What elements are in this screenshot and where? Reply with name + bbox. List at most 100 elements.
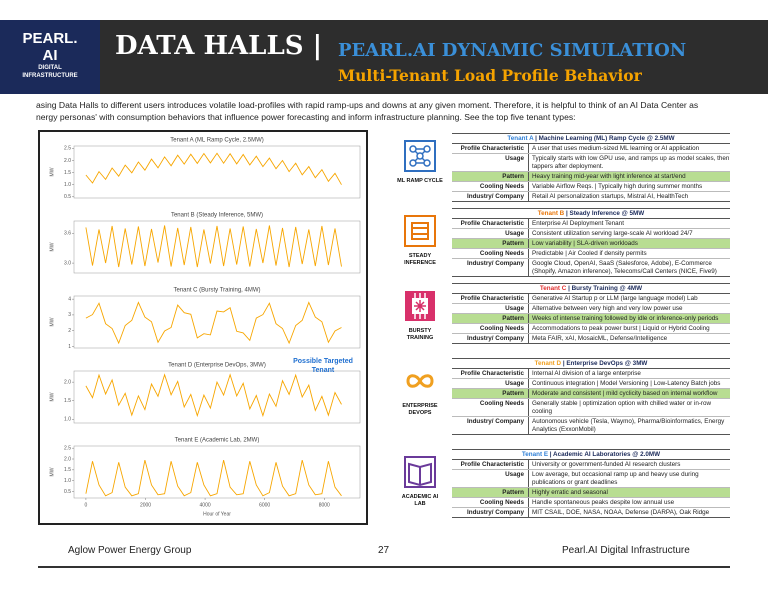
icon-graphic bbox=[405, 291, 435, 321]
tenant-title: | Enterprise DevOps @ 3MW bbox=[561, 360, 648, 367]
footer-right: Pearl.AI Digital Infrastructure bbox=[562, 545, 690, 556]
table-row: Industry/ Company Meta FAIR, xAI, MosaicM… bbox=[452, 334, 730, 343]
plot-frame bbox=[73, 445, 361, 499]
intro-line: nergy personas' with consumption behavio… bbox=[36, 112, 576, 122]
row-label: Pattern bbox=[452, 389, 529, 398]
page-title-right: PEARL.AI DYNAMIC SIMULATION bbox=[338, 40, 687, 61]
row-value: Low average, but occasional ramp up and … bbox=[532, 470, 699, 486]
row-label: Cooling Needs bbox=[452, 182, 529, 191]
x-tick-label: 2000 bbox=[140, 502, 151, 508]
y-tick-label: 3.6 bbox=[64, 231, 71, 237]
table-row: Profile Characteristic Enterprise AI Depl… bbox=[452, 219, 730, 229]
annotation: Possible Targeted Tenant bbox=[293, 358, 353, 374]
tenant-title: | Machine Learning (ML) Ramp Cycle @ 2.5… bbox=[533, 135, 675, 142]
plot-frame bbox=[73, 220, 361, 274]
table-row: Pattern Heavy training mid-year with ligh… bbox=[452, 172, 730, 182]
table-title: Tenant D | Enterprise DevOps @ 3MW bbox=[452, 359, 730, 369]
row-value: Handle spontaneous peaks despite low ann… bbox=[532, 498, 675, 506]
y-axis-label: MW bbox=[49, 242, 55, 251]
series-line bbox=[85, 152, 342, 185]
row-value: Autonomous vehicle (Tesla, Waymo), Pharm… bbox=[532, 417, 725, 433]
tenant-table: Tenant D | Enterprise DevOps @ 3MW Profil… bbox=[452, 358, 730, 435]
row-label: Industry/ Company bbox=[452, 334, 529, 343]
row-label: Industry/ Company bbox=[452, 417, 529, 434]
chart-title: Tenant E (Academic Lab, 2MW) bbox=[175, 438, 260, 444]
row-label: Pattern bbox=[452, 488, 529, 497]
x-tick-label: 8000 bbox=[319, 502, 330, 508]
table-row: Industry/ Company MIT CSAIL, DOE, NASA, N… bbox=[452, 508, 730, 517]
y-tick-label: 1.5 bbox=[64, 467, 71, 473]
row-value: University or government-funded AI resea… bbox=[532, 460, 681, 468]
table-row: Pattern Weeks of intense training followe… bbox=[452, 314, 730, 324]
table-row: Usage Low average, but occasional ramp up… bbox=[452, 470, 730, 488]
row-value: Highly erratic and seasonal bbox=[532, 488, 608, 496]
row-label: Industry/ Company bbox=[452, 508, 529, 517]
chart-title: Tenant B (Steady Inference, 5MW) bbox=[171, 213, 263, 219]
intro-line: asing Data Halls to different users intr… bbox=[36, 100, 699, 110]
table-title: Tenant E | Academic AI Laboratories @ 2.… bbox=[452, 450, 730, 460]
icon-graphic bbox=[404, 140, 436, 172]
logo-text: DIGITAL bbox=[38, 65, 62, 71]
row-value: Google Cloud, OpenAI, SaaS (Salesforce, … bbox=[532, 259, 717, 275]
table-title: Tenant A | Machine Learning (ML) Ramp Cy… bbox=[452, 134, 730, 144]
row-label: Usage bbox=[452, 379, 529, 388]
row-value: Variable Airflow Reqs. | Typically high … bbox=[532, 182, 703, 190]
row-label: Profile Characteristic bbox=[452, 294, 529, 303]
y-tick-label: 2.0 bbox=[64, 158, 71, 164]
row-label: Cooling Needs bbox=[452, 249, 529, 258]
row-label: Profile Characteristic bbox=[452, 369, 529, 378]
tenant-tag: Tenant A bbox=[507, 135, 534, 142]
table-row: Pattern Moderate and consistent | mild cy… bbox=[452, 389, 730, 399]
icon-label: ENTERPRISE DEVOPS bbox=[402, 403, 438, 416]
row-label: Cooling Needs bbox=[452, 399, 529, 416]
row-value: Enterprise AI Deployment Tenant bbox=[532, 219, 624, 227]
x-tick-label: 0 bbox=[85, 502, 88, 508]
row-label: Pattern bbox=[452, 239, 529, 248]
table-row: Cooling Needs Accommodations to peak powe… bbox=[452, 324, 730, 334]
icon-graphic bbox=[404, 215, 436, 247]
row-value: Predictable | Air Cooled if density perm… bbox=[532, 249, 647, 257]
table-row: Industry/ Company Google Cloud, OpenAI, S… bbox=[452, 259, 730, 276]
chart-title: Tenant A (ML Ramp Cycle, 2.5MW) bbox=[170, 138, 263, 144]
intro: asing Data Halls to different users intr… bbox=[36, 99, 732, 123]
row-label: Profile Characteristic bbox=[452, 460, 529, 469]
icon-graphic bbox=[404, 456, 436, 488]
icon-label: ACADEMIC AI LAB bbox=[401, 494, 439, 507]
plot-frame bbox=[73, 295, 361, 349]
y-tick-label: 4 bbox=[68, 296, 71, 302]
y-tick-label: 1.0 bbox=[64, 417, 71, 423]
tenant-table: Tenant A | Machine Learning (ML) Ramp Cy… bbox=[452, 133, 730, 202]
logo-text: INFRASTRUCTURE bbox=[22, 73, 78, 79]
tenant-icon: ML RAMP CYCLE bbox=[397, 139, 443, 185]
logo-text: PEARL. bbox=[22, 30, 78, 47]
tenant-tag: Tenant D bbox=[534, 360, 562, 367]
page-subtitle: Multi-Tenant Load Profile Behavior bbox=[338, 66, 642, 85]
y-tick-label: 1.0 bbox=[64, 478, 71, 484]
table-row: Usage Consistent utilization serving larg… bbox=[452, 229, 730, 239]
row-value: Consistent utilization serving large-sca… bbox=[532, 229, 693, 237]
tenant-title: | Steady Inference @ 5MW bbox=[564, 210, 645, 217]
row-label: Pattern bbox=[452, 314, 529, 323]
table-title: Tenant B | Steady Inference @ 5MW bbox=[452, 209, 730, 219]
logo: PEARL. AI DIGITAL INFRASTRUCTURE bbox=[0, 20, 100, 94]
row-value: Generative AI Startup p or LLM (large la… bbox=[532, 294, 698, 302]
y-axis-label: MW bbox=[49, 317, 55, 326]
row-label: Usage bbox=[452, 154, 529, 171]
y-tick-label: 1 bbox=[68, 344, 71, 350]
series-line bbox=[85, 225, 342, 268]
tenant-table: Tenant B | Steady Inference @ 5MW Profile… bbox=[452, 208, 730, 277]
y-tick-label: 2.0 bbox=[64, 379, 71, 385]
row-value: Typically starts with low GPU use, and r… bbox=[532, 154, 730, 170]
row-label: Usage bbox=[452, 470, 529, 487]
logo-text: AI bbox=[42, 47, 58, 64]
table-row: Profile Characteristic Internal AI divisi… bbox=[452, 369, 730, 379]
y-tick-label: 1.0 bbox=[64, 182, 71, 188]
tenant-title: | Academic AI Laboratories @ 2.0MW bbox=[548, 451, 661, 458]
tenant-icon: ACADEMIC AI LAB bbox=[397, 455, 443, 508]
tenant-table: Tenant C | Bursty Training @ 4MW Profile … bbox=[452, 283, 730, 344]
y-tick-label: 2 bbox=[68, 328, 71, 334]
x-tick-label: 4000 bbox=[200, 502, 211, 508]
table-row: Industry/ Company Retail AI personalizati… bbox=[452, 192, 730, 201]
row-value: Low variability | SLA-driven workloads bbox=[532, 239, 638, 247]
